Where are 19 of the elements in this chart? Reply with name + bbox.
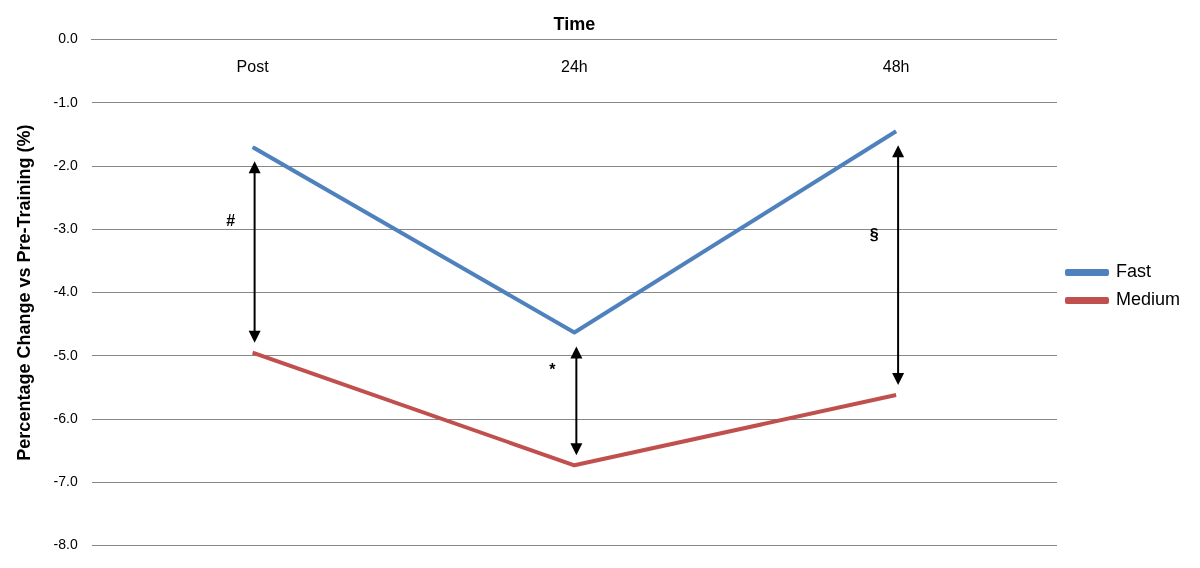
x-tick-label: Post — [236, 58, 270, 76]
x-tick-label: 48h — [882, 58, 910, 76]
legend-label: Medium — [1115, 289, 1181, 310]
x-axis-title: Time — [553, 13, 596, 34]
y-tick-label: -1.0 — [53, 93, 78, 110]
y-tick-label: 0.0 — [58, 30, 78, 47]
y-tick-label: -8.0 — [53, 536, 78, 553]
y-tick-label: -3.0 — [53, 220, 78, 237]
annotation: § — [869, 225, 879, 243]
y-tick-label: -2.0 — [53, 156, 78, 173]
y-axis-title: Percentage Change vs Pre-Training (%) — [13, 124, 34, 461]
y-tick-label: -6.0 — [53, 409, 78, 426]
annotation: * — [549, 361, 557, 379]
y-tick-label: -4.0 — [53, 283, 78, 300]
y-tick-label: -5.0 — [53, 346, 78, 363]
legend-label: Fast — [1115, 261, 1151, 282]
y-tick-label: -7.0 — [53, 473, 78, 490]
annotation: # — [226, 212, 236, 230]
x-tick-label: 24h — [561, 58, 588, 76]
